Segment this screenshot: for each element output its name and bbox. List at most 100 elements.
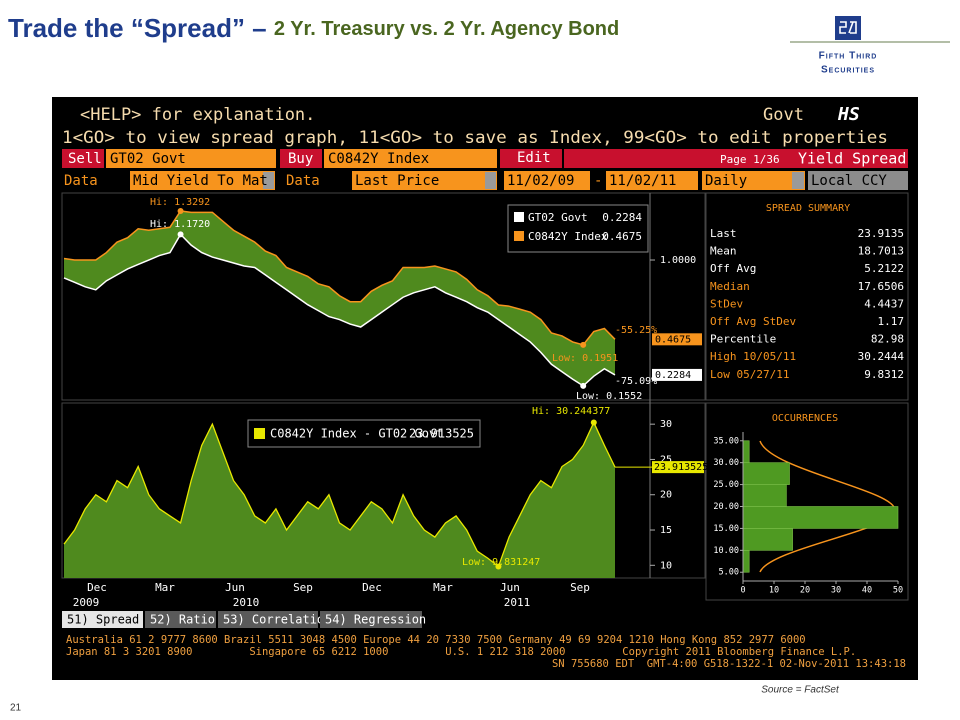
data-field: Last Price	[355, 173, 439, 189]
summary-label: Off Avg StDev	[710, 315, 796, 328]
edit-button[interactable]	[500, 149, 562, 168]
date-field[interactable]	[606, 171, 698, 190]
low-marker	[580, 382, 587, 389]
tab[interactable]	[145, 611, 216, 628]
lower-legend	[247, 419, 481, 448]
x-tick-label: 10	[769, 586, 779, 596]
y-tick-label: 35.00	[713, 436, 739, 446]
annotation: Hi: 30.244377	[532, 406, 610, 417]
histogram-bar	[742, 506, 899, 529]
y-tick-label: 30	[660, 419, 672, 430]
logo-glyph	[839, 21, 857, 34]
dropdown-arrow	[792, 172, 804, 189]
annotation: -75.09%	[615, 376, 657, 387]
title-main: Trade the “Spread” –	[8, 13, 274, 43]
legend-value: 0.4675	[602, 230, 642, 243]
y-tick-label: 5.00	[719, 568, 739, 578]
summary-value: 30.2444	[858, 350, 905, 363]
histogram-bar	[742, 440, 750, 463]
histogram-title: OCCURRENCES	[772, 413, 838, 424]
summary-value: 9.8312	[864, 368, 904, 381]
tab-label: 54) Regression	[325, 613, 426, 627]
legend-swatch	[514, 212, 524, 222]
buy-security: C0842Y Index	[328, 151, 429, 167]
tab[interactable]	[218, 611, 318, 628]
dropdown-arrow	[485, 172, 496, 189]
y-tick-label: 20.00	[713, 502, 739, 512]
help-line: <HELP> for explanation.	[80, 105, 315, 125]
date-field[interactable]	[504, 171, 590, 190]
slide-title: Trade the “Spread” – 2 Yr. Treasury vs. …	[8, 13, 619, 43]
x-tick-label: 0	[740, 586, 745, 596]
start-date: 11/02/09	[507, 173, 574, 189]
x-tick-label: 20	[800, 586, 810, 596]
end-date: 11/02/11	[609, 173, 676, 189]
y-tick-label: 15.00	[713, 524, 739, 534]
summary-label: High 10/05/11	[710, 350, 796, 363]
market-sector: Govt	[763, 105, 804, 125]
last-value-label: 0.2284	[655, 370, 691, 381]
date-dash: -	[594, 173, 602, 189]
dropdown[interactable]	[352, 171, 497, 190]
tab[interactable]	[62, 611, 143, 628]
y-tick-label: 25	[660, 454, 672, 465]
data-label: Data	[286, 173, 320, 189]
upper-legend	[507, 204, 649, 253]
annotation: Hi: 1.3292	[150, 197, 210, 208]
dropdown[interactable]	[702, 171, 805, 190]
label-cell	[280, 149, 322, 168]
high-marker	[177, 207, 184, 214]
y-tick-label: 10.00	[713, 546, 739, 556]
dropdown[interactable]	[130, 171, 275, 190]
input-field[interactable]	[106, 149, 276, 168]
last-value-label: 0.4675	[655, 334, 691, 345]
annotation: Low: 0.1951	[552, 353, 618, 364]
upper-panel	[61, 192, 706, 401]
summary-label: Last	[710, 227, 737, 240]
footer-line: SN 755680 EDT GMT-4:00 G518-1322-1 02-No…	[552, 658, 906, 670]
data-field: Mid Yield To Mat	[133, 173, 268, 189]
x-year-label: 2009	[73, 596, 100, 609]
x-tick-label: 30	[831, 586, 841, 596]
x-tick-label: Jun	[225, 581, 245, 594]
page-number: 21	[10, 703, 22, 714]
legend-swatch	[514, 231, 524, 241]
summary-value: 18.7013	[858, 245, 904, 258]
y-tick-label: 15	[660, 525, 672, 536]
x-tick-label: 50	[893, 586, 903, 596]
summary-label: Percentile	[710, 333, 776, 346]
tab[interactable]	[320, 611, 422, 628]
summary-title: SPREAD SUMMARY	[766, 203, 850, 214]
last-value-label: 23.913525	[654, 462, 708, 473]
dropdown[interactable]	[808, 171, 908, 190]
summary-value: 1.17	[878, 315, 905, 328]
series-line	[63, 233, 616, 387]
x-tick-label: Dec	[87, 581, 107, 594]
source-note: Source = FactSet	[761, 685, 840, 696]
summary-label: Mean	[710, 245, 737, 258]
buy-label: Buy	[288, 151, 313, 167]
spread-band	[64, 210, 615, 386]
logo-text: Securities	[821, 65, 875, 76]
high-marker	[177, 231, 184, 238]
footer-line: Japan 81 3 3201 8900 Singapore 65 6212 1…	[66, 646, 856, 658]
histogram-bar	[742, 462, 790, 485]
x-tick-label: Dec	[362, 581, 382, 594]
sell-security: GT02 Govt	[110, 151, 186, 167]
histogram-bar	[742, 528, 793, 551]
summary-label: Median	[710, 280, 750, 293]
y-tick-label: 30.00	[713, 458, 739, 468]
series-line	[63, 420, 616, 568]
histogram-bar	[742, 550, 750, 573]
function-code: HS	[837, 104, 860, 125]
y-tick-label: 20	[660, 490, 672, 501]
input-field[interactable]	[324, 149, 497, 168]
summary-value: 23.9135	[858, 227, 904, 240]
x-tick-label: Mar	[433, 581, 453, 594]
x-tick-label: Mar	[155, 581, 175, 594]
view-name: Yield Spread	[798, 150, 906, 168]
histogram-bar	[742, 484, 787, 507]
x-tick-label: Jun	[500, 581, 520, 594]
terminal-screen: <HELP> for explanation. Govt HS 1<GO> to…	[52, 97, 918, 680]
